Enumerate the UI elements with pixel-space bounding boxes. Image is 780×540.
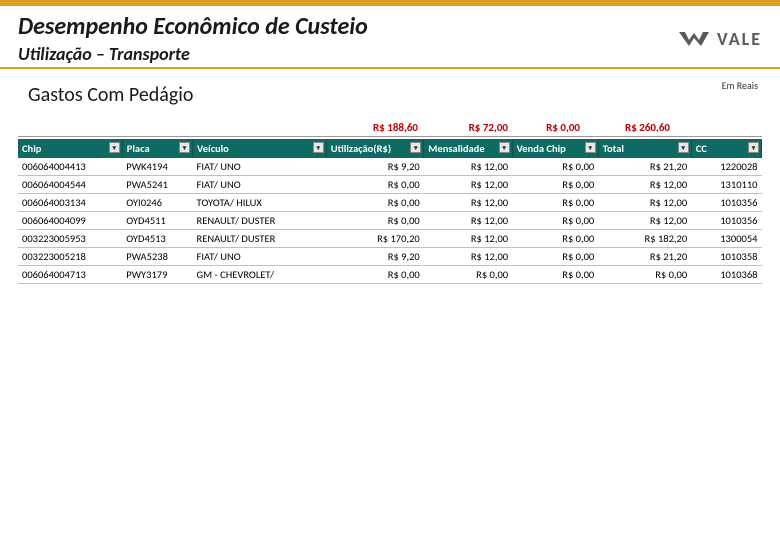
pedagio-table: Chip▾ Placa▾ Veículo▾ Utilização(R$)▾ Me… xyxy=(18,139,762,284)
summary-mensalidade: R$ 72,00 xyxy=(418,121,508,134)
table-cell: 1300054 xyxy=(691,230,761,248)
table-cell: 003223005218 xyxy=(18,248,122,266)
col-mensalidade[interactable]: Mensalidade▾ xyxy=(424,139,512,158)
filter-icon[interactable]: ▾ xyxy=(109,142,120,153)
table-cell: PWA5241 xyxy=(122,176,192,194)
summary-venda: R$ 0,00 xyxy=(508,121,580,134)
table-row: 006064004544PWA5241FIAT/ UNOR$ 0,00R$ 12… xyxy=(18,176,762,194)
table-header-row: Chip▾ Placa▾ Veículo▾ Utilização(R$)▾ Me… xyxy=(18,139,762,158)
table-cell: R$ 0,00 xyxy=(326,212,423,230)
col-chip[interactable]: Chip▾ xyxy=(18,139,122,158)
table-row: 003223005218PWA5238FIAT/ UNOR$ 9,20R$ 12… xyxy=(18,248,762,266)
table-cell: OYD4513 xyxy=(122,230,192,248)
table-cell: R$ 12,00 xyxy=(424,176,512,194)
table-row: 006064004413PWK4194FIAT/ UNOR$ 9,20R$ 12… xyxy=(18,158,762,176)
table-cell: 006064004413 xyxy=(18,158,122,176)
table-cell: 1010356 xyxy=(691,194,761,212)
table-cell: OYD4511 xyxy=(122,212,192,230)
table-cell: R$ 182,20 xyxy=(598,230,691,248)
table-cell: R$ 0,00 xyxy=(512,230,598,248)
filter-icon[interactable]: ▾ xyxy=(678,142,689,153)
filter-icon[interactable]: ▾ xyxy=(179,142,190,153)
title-bar: Desempenho Econômico de Custeio Utilizaç… xyxy=(0,4,780,69)
table-cell: R$ 0,00 xyxy=(326,266,423,284)
table-cell: R$ 0,00 xyxy=(512,158,598,176)
table-cell: R$ 0,00 xyxy=(326,176,423,194)
table-cell: R$ 12,00 xyxy=(424,230,512,248)
table-cell: GM - CHEVROLET/ xyxy=(193,266,327,284)
table-cell: 1010368 xyxy=(691,266,761,284)
table-cell: 006064004713 xyxy=(18,266,122,284)
table-cell: R$ 21,20 xyxy=(598,248,691,266)
table-cell: 006064004544 xyxy=(18,176,122,194)
table-cell: R$ 0,00 xyxy=(512,194,598,212)
filter-icon[interactable]: ▾ xyxy=(410,142,421,153)
table-row: 006064004713PWY3179GM - CHEVROLET/R$ 0,0… xyxy=(18,266,762,284)
table-cell: PWA5238 xyxy=(122,248,192,266)
table-cell: R$ 12,00 xyxy=(598,212,691,230)
summary-row: R$ 188,60 R$ 72,00 R$ 0,00 R$ 260,60 xyxy=(18,121,762,137)
table-cell: R$ 0,00 xyxy=(424,266,512,284)
col-total[interactable]: Total▾ xyxy=(598,139,691,158)
col-veiculo[interactable]: Veículo▾ xyxy=(193,139,327,158)
table-row: 006064004099OYD4511RENAULT/ DUSTERR$ 0,0… xyxy=(18,212,762,230)
table-cell: 003223005953 xyxy=(18,230,122,248)
table-cell: R$ 21,20 xyxy=(598,158,691,176)
header-band: Desempenho Econômico de Custeio Utilizaç… xyxy=(0,0,780,69)
vale-logo-text: VALE xyxy=(717,28,762,50)
table-cell: R$ 12,00 xyxy=(424,194,512,212)
section-title: Gastos Com Pedágio xyxy=(28,83,193,107)
titles: Desempenho Econômico de Custeio Utilizaç… xyxy=(18,12,677,65)
content: Gastos Com Pedágio Em Reais R$ 188,60 R$… xyxy=(0,69,780,294)
vale-logo-icon xyxy=(677,28,711,50)
summary-utilizacao: R$ 188,60 xyxy=(328,121,418,134)
table-cell: PWY3179 xyxy=(122,266,192,284)
col-cc[interactable]: CC▾ xyxy=(691,139,761,158)
unit-label: Em Reais xyxy=(722,79,758,92)
vale-logo: VALE xyxy=(677,28,762,50)
table-cell: R$ 0,00 xyxy=(512,266,598,284)
table-cell: R$ 9,20 xyxy=(326,158,423,176)
table-cell: FIAT/ UNO xyxy=(193,176,327,194)
col-placa[interactable]: Placa▾ xyxy=(122,139,192,158)
filter-icon[interactable]: ▾ xyxy=(748,142,759,153)
section-row: Gastos Com Pedágio Em Reais xyxy=(18,79,762,121)
table-cell: 1220028 xyxy=(691,158,761,176)
table-cell: 1010358 xyxy=(691,248,761,266)
col-venda-chip[interactable]: Venda Chip▾ xyxy=(512,139,598,158)
filter-icon[interactable]: ▾ xyxy=(499,142,510,153)
table-cell: R$ 12,00 xyxy=(598,194,691,212)
table-cell: R$ 0,00 xyxy=(512,176,598,194)
filter-icon[interactable]: ▾ xyxy=(585,142,596,153)
table-cell: 006064003134 xyxy=(18,194,122,212)
table-cell: FIAT/ UNO xyxy=(193,248,327,266)
table-cell: 1010356 xyxy=(691,212,761,230)
table-cell: R$ 12,00 xyxy=(424,158,512,176)
main-title: Desempenho Econômico de Custeio xyxy=(18,12,677,41)
table-cell: OYI0246 xyxy=(122,194,192,212)
table-row: 003223005953OYD4513RENAULT/ DUSTERR$ 170… xyxy=(18,230,762,248)
table-body: 006064004413PWK4194FIAT/ UNOR$ 9,20R$ 12… xyxy=(18,158,762,284)
table-cell: TOYOTA/ HILUX xyxy=(193,194,327,212)
table-cell: R$ 170,20 xyxy=(326,230,423,248)
table-cell: FIAT/ UNO xyxy=(193,158,327,176)
table-cell: PWK4194 xyxy=(122,158,192,176)
table-cell: 1310110 xyxy=(691,176,761,194)
table-cell: RENAULT/ DUSTER xyxy=(193,230,327,248)
table-cell: R$ 12,00 xyxy=(598,176,691,194)
filter-icon[interactable]: ▾ xyxy=(313,142,324,153)
col-utilizacao[interactable]: Utilização(R$)▾ xyxy=(326,139,423,158)
table-cell: R$ 12,00 xyxy=(424,212,512,230)
table-row: 006064003134OYI0246TOYOTA/ HILUXR$ 0,00R… xyxy=(18,194,762,212)
sub-title: Utilização – Transporte xyxy=(18,43,677,65)
summary-total: R$ 260,60 xyxy=(580,121,670,134)
table-cell: R$ 0,00 xyxy=(326,194,423,212)
table-cell: R$ 9,20 xyxy=(326,248,423,266)
table-cell: R$ 0,00 xyxy=(512,212,598,230)
table-cell: RENAULT/ DUSTER xyxy=(193,212,327,230)
table-cell: R$ 0,00 xyxy=(512,248,598,266)
table-cell: R$ 0,00 xyxy=(598,266,691,284)
table-cell: R$ 12,00 xyxy=(424,248,512,266)
table-cell: 006064004099 xyxy=(18,212,122,230)
